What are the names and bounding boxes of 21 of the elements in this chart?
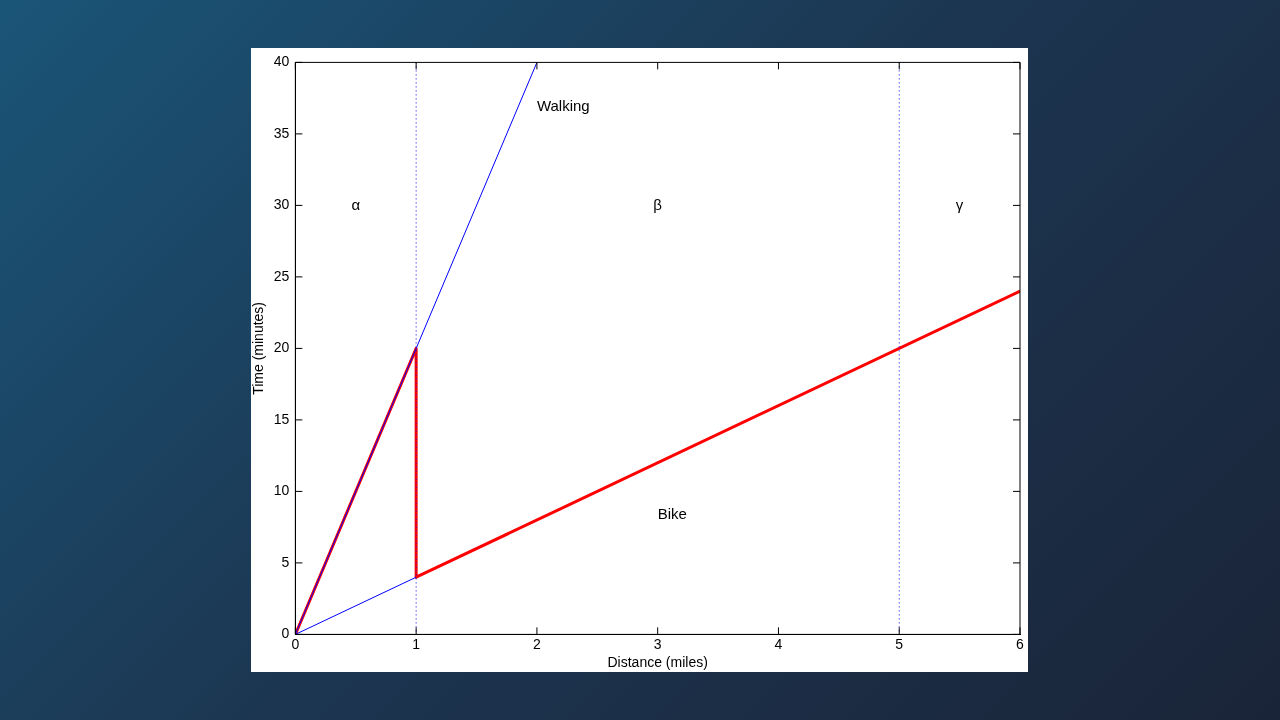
y-tick-label: 15 <box>273 410 290 427</box>
x-tick-label: 4 <box>774 635 783 652</box>
x-tick-label: 3 <box>653 635 662 652</box>
text: Bike <box>657 504 687 522</box>
x-tick-label: 6 <box>1016 635 1025 652</box>
x-tick-label: 2 <box>533 635 542 652</box>
series-label: Walking <box>536 96 590 114</box>
y-tick-label: 20 <box>273 339 290 356</box>
x-axis-title: Distance (miles) <box>607 654 708 671</box>
y-tick-label: 35 <box>273 124 290 141</box>
y-tick-label: 40 <box>273 53 290 70</box>
annotation: γ <box>955 195 964 213</box>
x-tick-label: 1 <box>412 635 421 652</box>
annotation: β <box>653 195 663 213</box>
y-tick-label: 25 <box>273 267 290 284</box>
y-axis-title: Time (minutes) <box>250 301 267 395</box>
y-tick-label: 30 <box>273 196 290 213</box>
y-tick-label: 5 <box>281 553 290 570</box>
x-tick-label: 5 <box>895 635 904 652</box>
y-tick-label: 10 <box>273 482 290 499</box>
annotation: α <box>351 195 361 213</box>
